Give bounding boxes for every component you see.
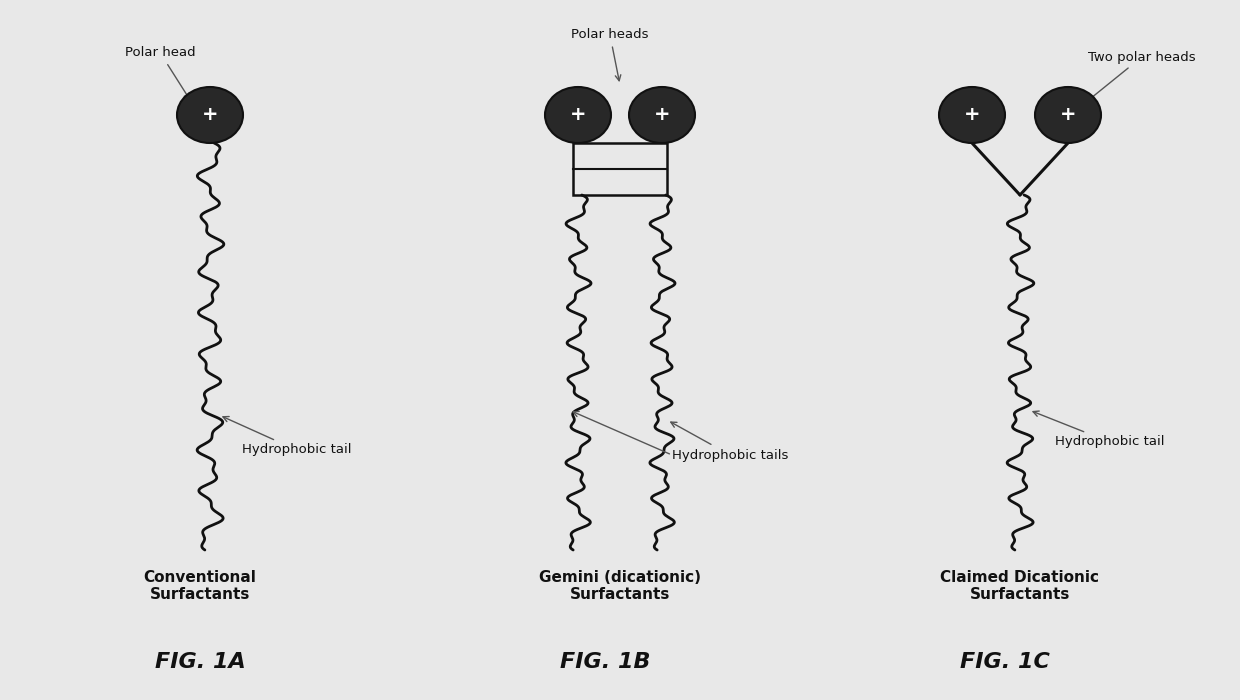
Ellipse shape — [177, 87, 243, 143]
Ellipse shape — [629, 87, 694, 143]
Text: +: + — [569, 106, 587, 125]
Text: Gemini (dicationic)
Surfactants: Gemini (dicationic) Surfactants — [539, 570, 701, 603]
Text: FIG. 1C: FIG. 1C — [960, 652, 1050, 672]
Text: +: + — [1060, 106, 1076, 125]
Ellipse shape — [1035, 87, 1101, 143]
Text: Hydrophobic tail: Hydrophobic tail — [223, 416, 351, 456]
Text: Claimed Dicationic
Surfactants: Claimed Dicationic Surfactants — [940, 570, 1100, 603]
Text: +: + — [653, 106, 671, 125]
Text: FIG. 1A: FIG. 1A — [155, 652, 246, 672]
Text: +: + — [963, 106, 981, 125]
Text: Conventional
Surfactants: Conventional Surfactants — [144, 570, 257, 603]
Text: +: + — [202, 106, 218, 125]
Text: FIG. 1B: FIG. 1B — [560, 652, 651, 672]
Text: Polar heads: Polar heads — [572, 29, 649, 80]
Text: Hydrophobic tail: Hydrophobic tail — [1033, 411, 1164, 449]
Bar — [573, 143, 667, 195]
Ellipse shape — [939, 87, 1004, 143]
Text: Polar head: Polar head — [125, 46, 196, 99]
Ellipse shape — [546, 87, 611, 143]
Text: Two polar heads: Two polar heads — [1084, 50, 1195, 104]
Text: Hydrophobic tails: Hydrophobic tails — [671, 422, 789, 461]
